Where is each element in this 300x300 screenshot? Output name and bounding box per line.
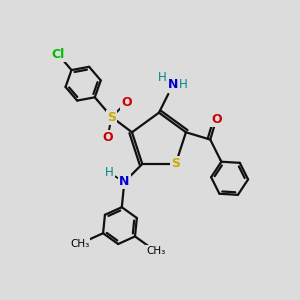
Text: O: O — [121, 96, 132, 109]
Text: CH₃: CH₃ — [146, 246, 165, 256]
Text: S: S — [171, 158, 180, 170]
Text: N: N — [119, 176, 130, 188]
Text: CH₃: CH₃ — [70, 239, 90, 249]
Text: N: N — [168, 78, 178, 91]
Text: O: O — [211, 113, 222, 126]
Text: Cl: Cl — [51, 48, 64, 61]
Text: O: O — [102, 131, 113, 144]
Text: H: H — [179, 78, 188, 91]
Text: H: H — [105, 167, 114, 179]
Text: H: H — [158, 71, 167, 84]
Text: S: S — [107, 110, 116, 124]
